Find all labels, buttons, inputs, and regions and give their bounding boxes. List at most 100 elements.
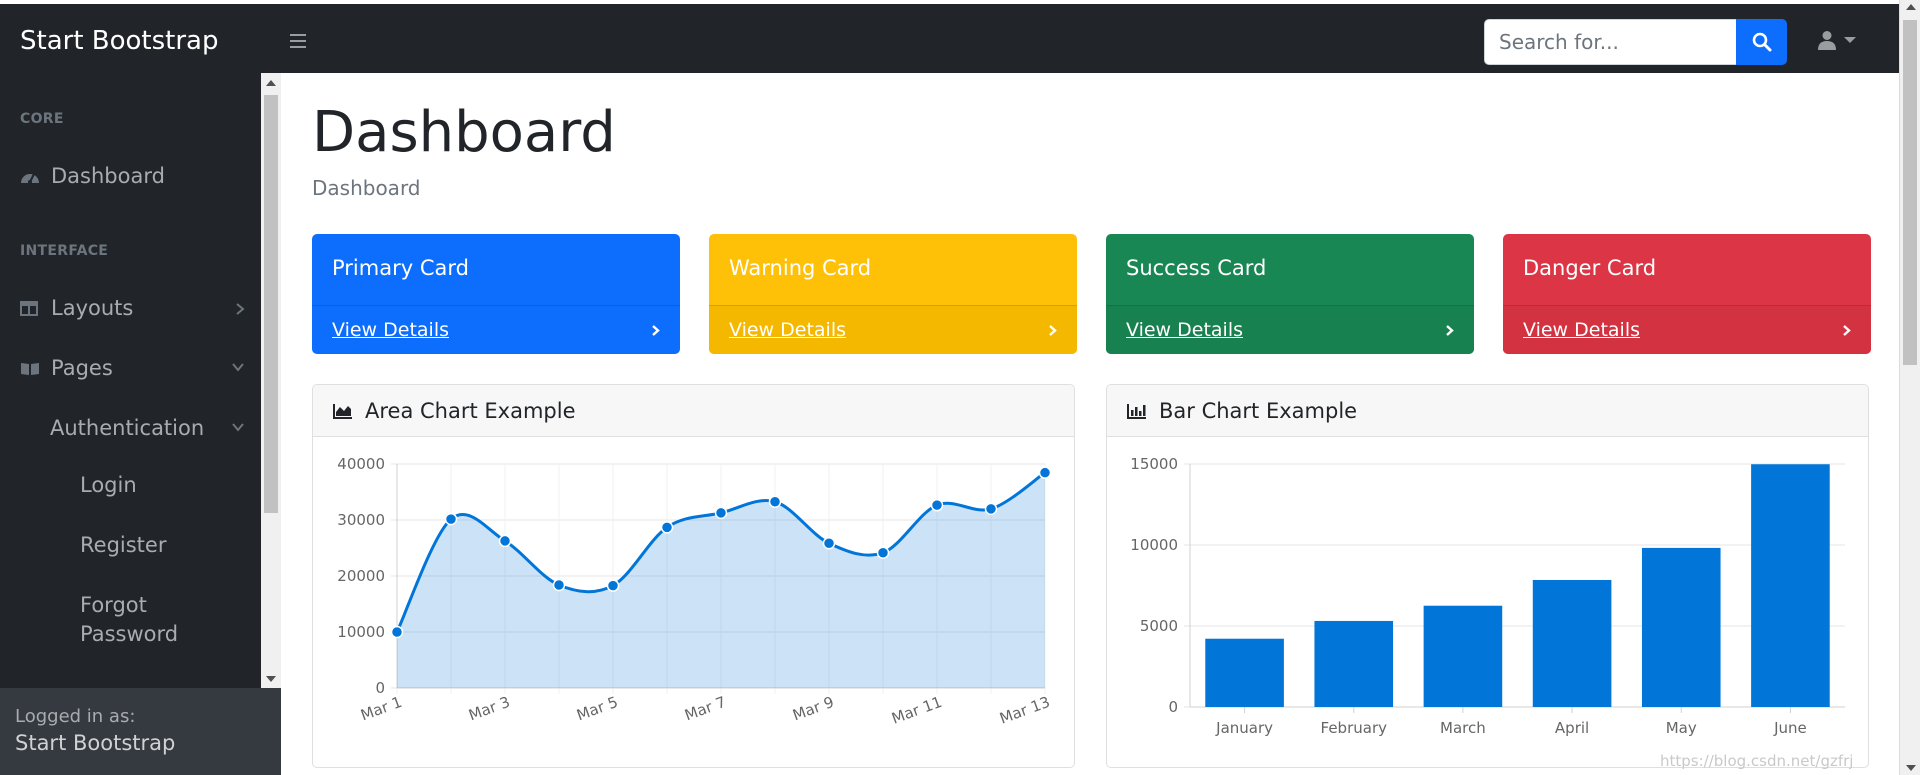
y-tick-label: 5000: [1140, 617, 1178, 635]
x-tick-label: January: [1215, 719, 1273, 737]
view-details-link[interactable]: View Details: [709, 305, 1077, 354]
watermark: https://blog.csdn.net/gzfrj: [1660, 752, 1854, 770]
chevron-right-icon: [1843, 324, 1851, 336]
bar: [1314, 620, 1394, 707]
x-tick-label: Mar 7: [682, 693, 728, 724]
card-title: Success Card: [1126, 256, 1267, 280]
bar: [1423, 605, 1503, 707]
x-tick-label: Mar 5: [574, 693, 620, 724]
sidebar-item-label: Layouts: [51, 296, 134, 320]
danger-card: Danger Card View Details: [1503, 234, 1871, 354]
sidebar-item-forgot-password[interactable]: Forgot Password: [80, 591, 178, 649]
data-point: [984, 502, 998, 516]
success-card: Success Card View Details: [1106, 234, 1474, 354]
sidebar-item-label: Password: [80, 622, 179, 646]
view-details-label[interactable]: View Details: [1523, 319, 1640, 341]
sidebar-scrollbar-thumb[interactable]: [264, 95, 278, 513]
x-tick-label: Mar 11: [889, 693, 944, 728]
page-scrollbar-thumb[interactable]: [1903, 20, 1917, 365]
bar-chart-header: Bar Chart Example: [1107, 385, 1868, 437]
area-fill: [397, 472, 1045, 688]
user-icon: [1818, 31, 1836, 50]
view-details-link[interactable]: View Details: [312, 305, 680, 354]
bar: [1205, 638, 1284, 707]
data-point: [1038, 466, 1052, 479]
hamburger-icon: [290, 34, 306, 36]
columns-icon: [20, 299, 42, 317]
top-navbar: Start Bootstrap: [0, 0, 1899, 73]
sidebar-scrollbar[interactable]: [261, 73, 281, 688]
sidebar-item-authentication[interactable]: Authentication: [50, 410, 245, 446]
area-chart-card: Area Chart Example 0 10000 20000 30000 40000…: [312, 384, 1075, 768]
x-tick-label: March: [1440, 719, 1486, 737]
bar: [1751, 464, 1830, 707]
y-tick-label: 20000: [337, 567, 385, 585]
bar-chart-title: Bar Chart Example: [1159, 398, 1358, 423]
x-tick-label: Mar 9: [790, 693, 836, 724]
view-details-link[interactable]: View Details: [1106, 305, 1474, 354]
card-title: Primary Card: [332, 256, 469, 280]
user-menu-dropdown[interactable]: [1818, 30, 1856, 50]
y-tick-label: 10000: [337, 623, 385, 641]
data-point: [552, 578, 566, 592]
search-button[interactable]: [1736, 19, 1787, 65]
bar-chart-card: Bar Chart Example 0 5000 10000 15000 January…: [1106, 384, 1869, 768]
sidebar-toggle-button[interactable]: [290, 34, 306, 48]
search-icon: [1752, 32, 1771, 52]
view-details-label[interactable]: View Details: [729, 319, 846, 341]
x-tick-label: Mar 1: [358, 693, 404, 724]
card-title: Warning Card: [729, 256, 872, 280]
data-point: [606, 579, 620, 592]
chevron-down-icon: [232, 423, 244, 432]
page-title: Dashboard: [312, 100, 616, 165]
scroll-down-arrow-icon[interactable]: [266, 676, 276, 682]
data-point: [444, 512, 458, 526]
x-tick-label: April: [1555, 719, 1589, 737]
search-input[interactable]: [1484, 19, 1736, 65]
data-point: [822, 536, 836, 550]
view-details-link[interactable]: View Details: [1503, 305, 1871, 354]
logged-in-user: Start Bootstrap: [15, 731, 176, 755]
sidebar-heading-interface: INTERFACE: [20, 243, 109, 259]
data-point: [390, 625, 404, 639]
y-tick-label: 10000: [1130, 536, 1178, 554]
caret-down-icon: [1844, 37, 1856, 43]
data-point: [876, 546, 890, 559]
sidebar-item-layouts[interactable]: Layouts: [20, 290, 245, 326]
chevron-down-icon: [232, 363, 244, 372]
y-tick-label: 40000: [337, 455, 385, 473]
hamburger-icon: [290, 40, 306, 42]
y-tick-label: 0: [1168, 698, 1178, 716]
scroll-up-arrow-icon[interactable]: [266, 80, 276, 86]
sidebar-heading-core: CORE: [20, 111, 64, 127]
x-tick-label: May: [1666, 719, 1697, 737]
page-scrollbar[interactable]: [1899, 0, 1920, 775]
view-details-label[interactable]: View Details: [332, 319, 449, 341]
brand-logo[interactable]: Start Bootstrap: [20, 26, 219, 56]
sidebar-footer: Logged in as: Start Bootstrap: [0, 688, 281, 775]
view-details-label[interactable]: View Details: [1126, 319, 1243, 341]
y-tick-label: 15000: [1130, 455, 1178, 473]
sidebar-item-login[interactable]: Login: [80, 473, 137, 497]
sidebar-item-label: Pages: [51, 356, 113, 380]
chevron-right-icon: [1049, 324, 1057, 336]
sidebar-item-pages[interactable]: Pages: [20, 350, 245, 386]
card-title: Danger Card: [1523, 256, 1657, 280]
area-chart-header: Area Chart Example: [313, 385, 1074, 437]
chart-area-icon: [333, 403, 353, 419]
chevron-right-icon: [1446, 324, 1454, 336]
y-tick-label: 0: [375, 679, 385, 697]
logged-in-label: Logged in as:: [15, 706, 136, 727]
x-tick-label: Mar 13: [997, 693, 1052, 728]
x-tick-label: February: [1321, 719, 1388, 737]
sidebar-item-register[interactable]: Register: [80, 533, 167, 557]
data-point: [660, 521, 674, 534]
area-chart: 0 10000 20000 30000 40000 Mar 1 Mar 3 Mar 5 Mar …: [337, 455, 1052, 728]
sidebar-item-label: Forgot: [80, 593, 147, 617]
sidebar-item-dashboard[interactable]: Dashboard: [20, 158, 245, 194]
x-tick-label: June: [1773, 719, 1807, 737]
scroll-up-arrow-icon[interactable]: [1906, 4, 1916, 10]
breadcrumb: Dashboard: [312, 176, 421, 200]
scroll-down-arrow-icon[interactable]: [1906, 765, 1916, 771]
chevron-right-icon: [652, 324, 660, 336]
